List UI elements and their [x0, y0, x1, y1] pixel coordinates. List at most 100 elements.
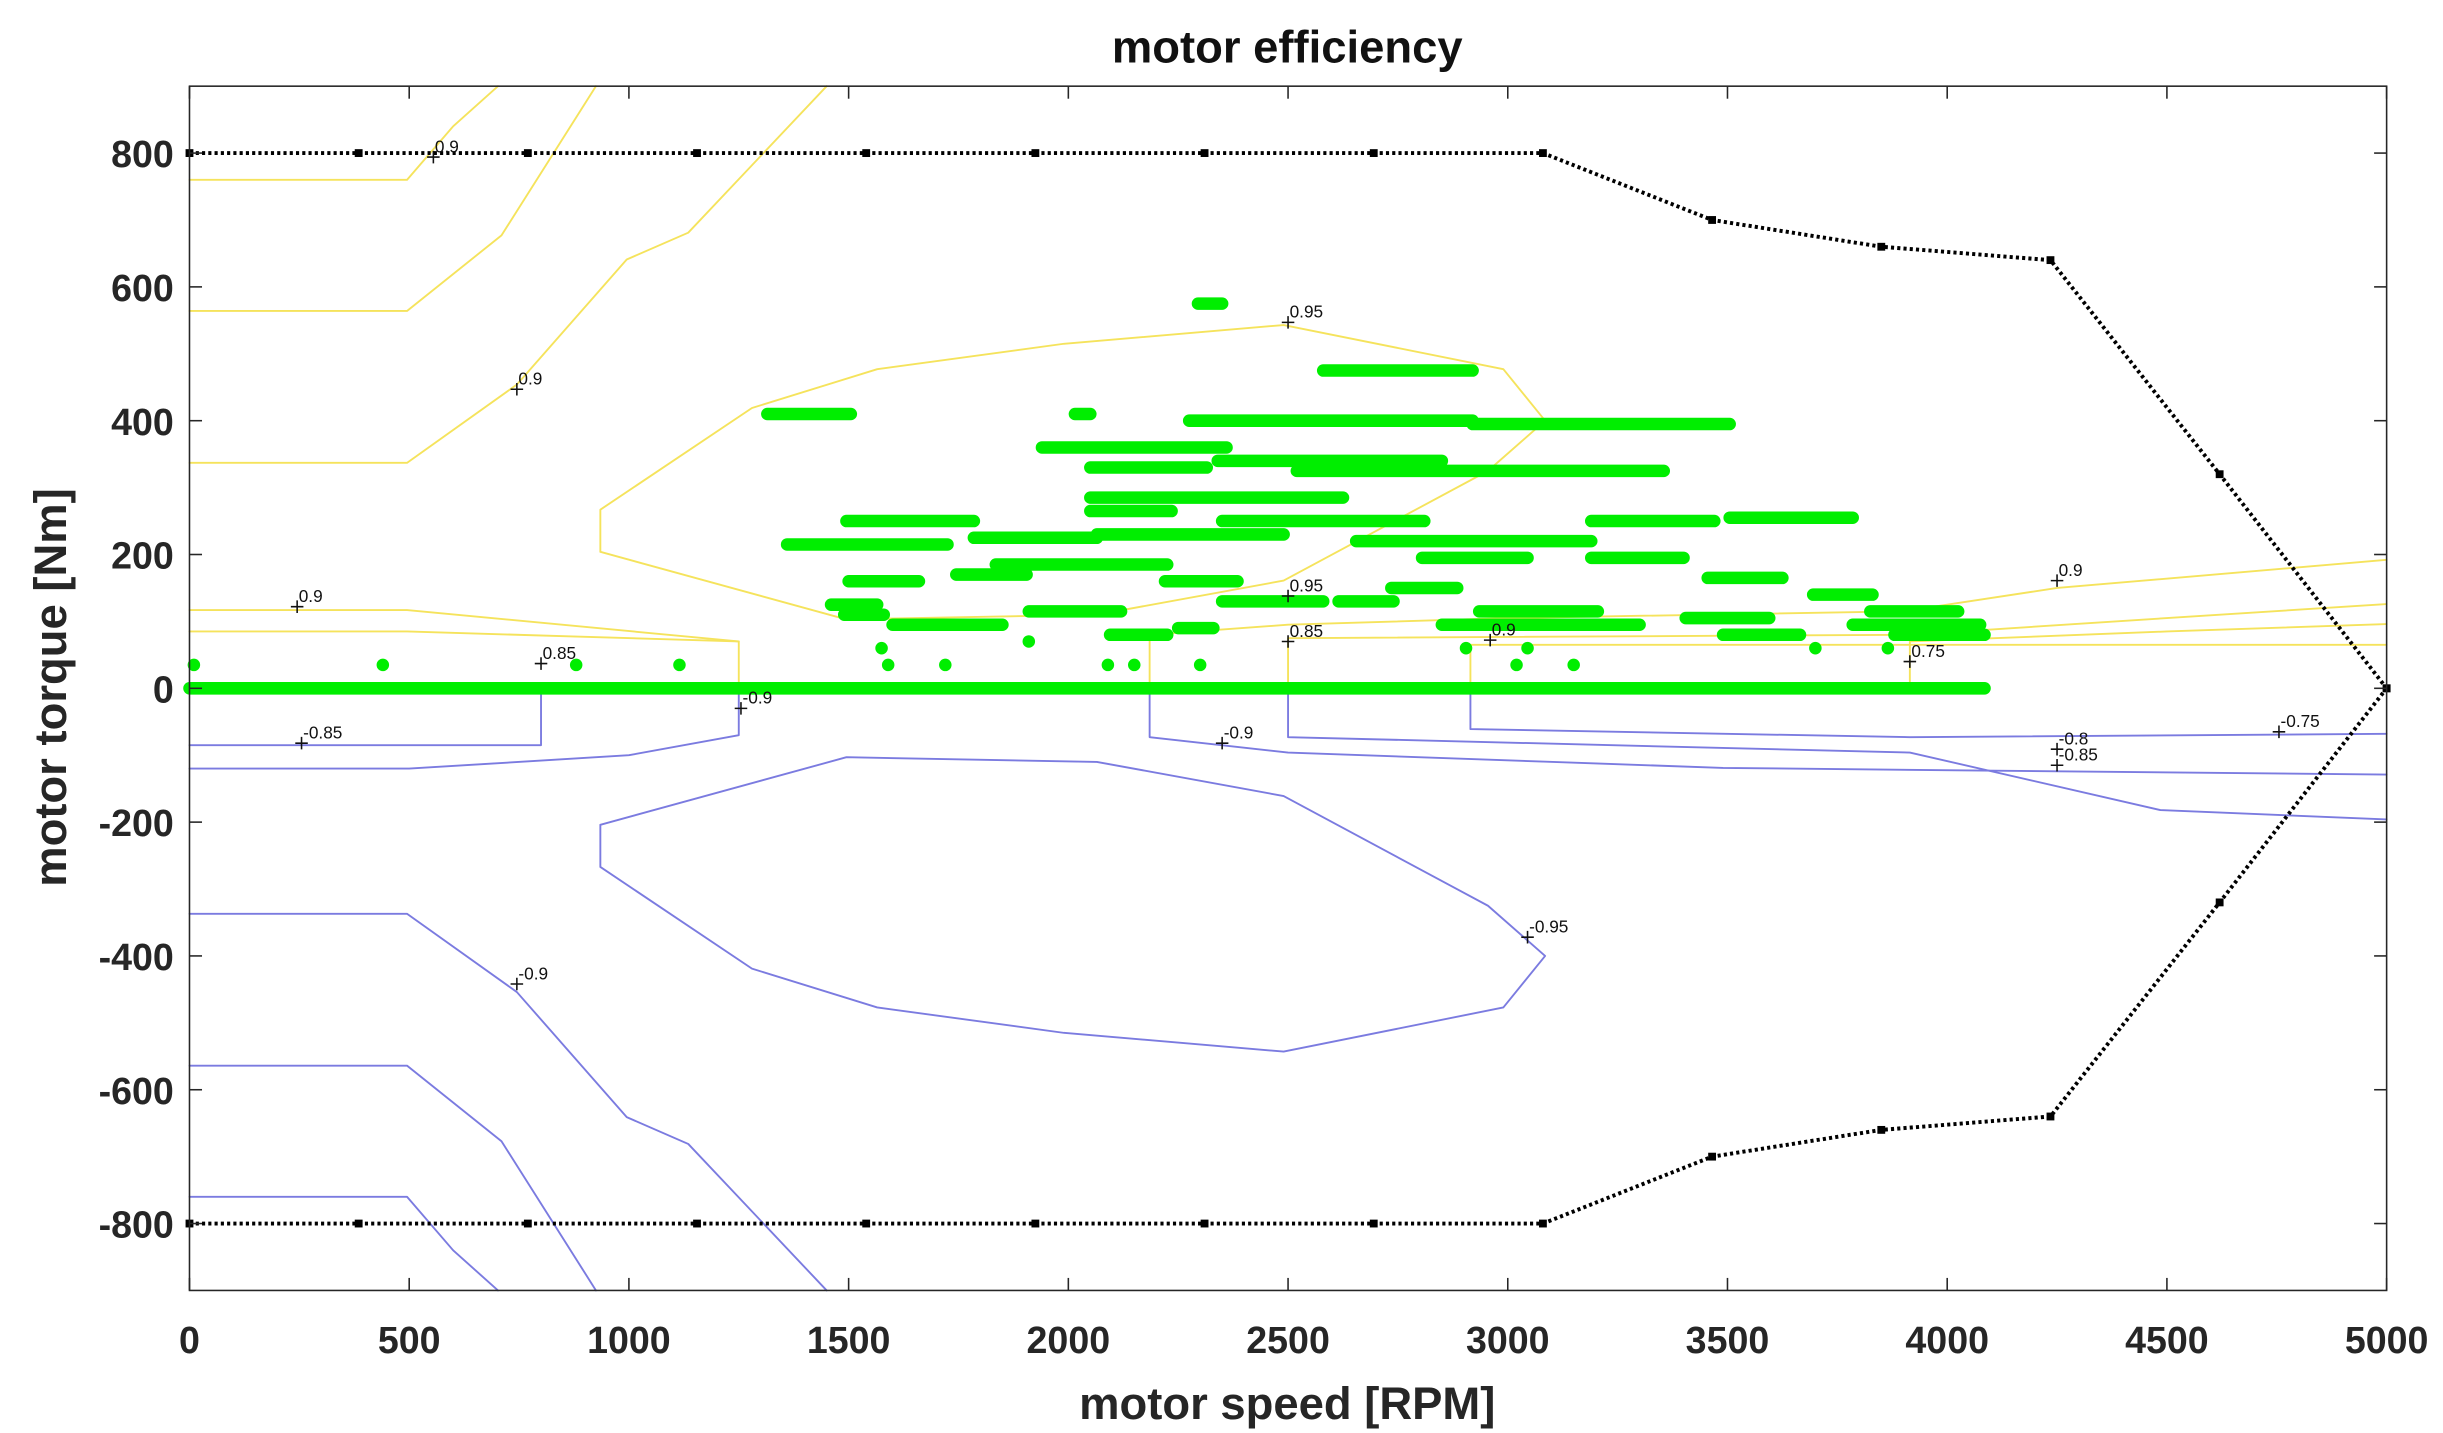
series-marker	[1877, 1125, 1886, 1134]
x-tick-label: 4000	[1905, 1319, 1989, 1361]
y-tick-label: 200	[111, 535, 174, 577]
series-line	[188, 912, 828, 1292]
series-marker	[1877, 242, 1886, 251]
chart-title: motor efficiency	[1112, 22, 1463, 73]
contour-label: -0.85	[303, 722, 342, 742]
x-tick-label: 4500	[2125, 1319, 2209, 1361]
y-tick-label: -200	[99, 802, 174, 844]
series-line	[599, 756, 1547, 1053]
y-tick-label: 600	[111, 267, 174, 309]
series-line	[189, 687, 2389, 1226]
series-marker	[1031, 149, 1040, 157]
contour-label: -0.95	[1529, 916, 1568, 936]
series-line	[1148, 687, 2388, 776]
x-tick-label: 500	[378, 1319, 441, 1361]
contour-label-marker	[2050, 742, 2064, 756]
contour-label-marker	[2050, 758, 2064, 772]
contour-label: -0.9	[743, 688, 773, 708]
series-marker	[354, 149, 363, 157]
contour-label-marker	[1281, 589, 1295, 603]
contour-label: 0.9	[299, 586, 323, 606]
contour-label: 0.9	[2059, 560, 2083, 580]
x-tick-label: 3500	[1686, 1319, 1770, 1361]
series-line	[188, 609, 740, 690]
contour-label: 0.85	[1290, 621, 1324, 641]
x-tick-label: 1500	[807, 1319, 891, 1361]
y-tick-label: -400	[99, 936, 174, 978]
series-marker	[862, 1219, 871, 1228]
contour-label-marker	[1521, 930, 1534, 944]
contour-label: -0.9	[518, 963, 548, 983]
contour-label: 0.9	[518, 369, 542, 389]
contour-label: 0.95	[1290, 575, 1324, 595]
contour-label-marker	[734, 702, 748, 715]
contour-label-marker	[2272, 725, 2286, 739]
y-tick-label: 0	[153, 668, 174, 710]
plot-area: 0.9 0.9 0.95 0.9 0.85 0.95 0.85 0.9 0.75 0.9 -0.9 -…	[183, 85, 2391, 1292]
series-line	[189, 151, 2389, 690]
series-marker	[693, 1219, 701, 1228]
contour-label-marker	[534, 657, 548, 670]
series-line	[188, 687, 542, 747]
series-marker	[2046, 1112, 2055, 1121]
series-line	[188, 1064, 597, 1292]
contour-label: 0.9	[435, 136, 459, 156]
contour-label: -0.85	[2059, 745, 2098, 765]
contour-label: -0.8	[2059, 728, 2089, 748]
series-line	[183, 297, 1991, 695]
contour-label: -0.75	[2281, 711, 2320, 731]
y-tick-label: -800	[99, 1204, 174, 1246]
x-tick-label: 2500	[1246, 1319, 1330, 1361]
contour-label-marker	[510, 977, 524, 991]
contour-label: 0.9	[1492, 619, 1516, 639]
contour-label-marker	[427, 150, 440, 164]
x-axis-label: motor speed [RPM]	[1079, 1378, 1495, 1429]
series-marker	[1200, 1219, 1209, 1228]
y-tick-label: 800	[111, 133, 174, 175]
series-marker	[1200, 149, 1209, 157]
y-tick-label: -600	[99, 1070, 174, 1112]
series-marker	[1031, 1219, 1040, 1228]
series-marker	[862, 149, 871, 157]
series-line	[1469, 643, 2388, 690]
contour-label-marker	[1281, 316, 1295, 329]
contour-label-marker	[1903, 655, 1917, 668]
x-tick-label: 0	[179, 1319, 200, 1361]
series-marker	[1369, 1219, 1378, 1228]
series-marker	[2215, 898, 2224, 907]
x-tick-label: 2000	[1027, 1319, 1111, 1361]
contour-label: -0.9	[1224, 722, 1254, 742]
series-marker	[354, 1219, 363, 1228]
series-marker	[1369, 149, 1378, 157]
contour-label-marker	[1281, 635, 1295, 648]
series-marker	[523, 149, 532, 157]
contour-label-marker	[290, 600, 304, 613]
series-line	[188, 85, 597, 312]
x-tick-label: 3000	[1466, 1319, 1550, 1361]
series-marker	[1708, 1152, 1717, 1161]
series-marker	[1539, 1219, 1547, 1228]
y-axis-label: motor torque [Nm]	[25, 488, 76, 887]
contour-label-marker	[510, 382, 524, 396]
series-line	[188, 630, 740, 643]
contour-label: 0.95	[1290, 302, 1324, 322]
series-marker	[1539, 149, 1547, 157]
series-line	[188, 687, 740, 770]
contour-label-marker	[295, 736, 308, 750]
series-marker	[1708, 216, 1717, 224]
x-tick-label: 1000	[587, 1319, 671, 1361]
series-marker	[523, 1219, 532, 1228]
contour-label-marker	[1215, 736, 1229, 750]
contour-label-marker	[1483, 633, 1497, 647]
series-line	[1469, 687, 2388, 739]
series-marker	[2046, 256, 2055, 265]
contour-label: 0.85	[543, 643, 577, 663]
contour-label: 0.75	[1911, 641, 1945, 661]
series-marker	[693, 149, 701, 157]
series-line	[1287, 687, 2388, 821]
x-tick-label: 5000	[2345, 1319, 2429, 1361]
y-tick-label: 400	[111, 401, 174, 443]
series-line	[188, 85, 828, 464]
